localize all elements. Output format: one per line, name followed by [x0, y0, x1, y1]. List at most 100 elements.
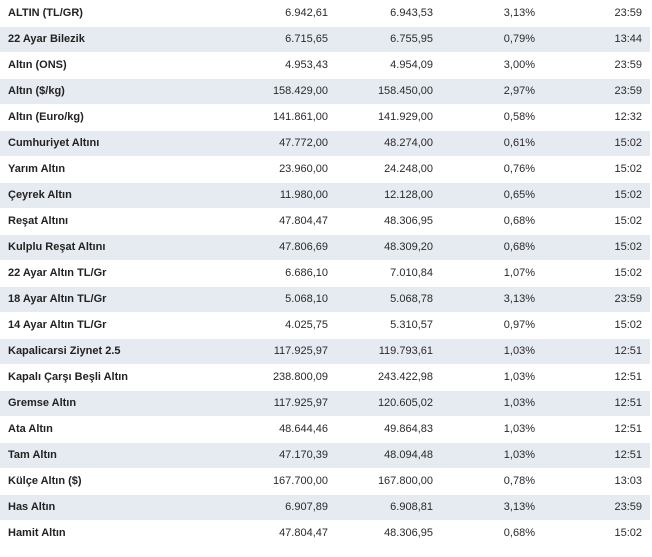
buy-price: 47.806,69 — [190, 234, 336, 261]
table-row[interactable]: 22 Ayar Altın TL/Gr 6.686,10 7.010,84 1,07%… — [0, 260, 650, 287]
sell-price: 48.306,95 — [336, 520, 441, 547]
buy-price: 5.068,10 — [190, 286, 336, 313]
gold-type-name: Tam Altın — [0, 442, 190, 469]
gold-type-name: ALTIN (TL/GR) — [0, 0, 190, 27]
update-time: 23:59 — [543, 286, 650, 313]
update-time: 15:02 — [543, 312, 650, 339]
table-row[interactable]: Hamit Altın 47.804,47 48.306,95 0,68% 15:02 — [0, 520, 650, 547]
change-percent: 2,97% — [441, 78, 543, 105]
table-row[interactable]: Reşat Altını 47.804,47 48.306,95 0,68% 15:02 — [0, 208, 650, 235]
sell-price: 24.248,00 — [336, 156, 441, 183]
table-row[interactable]: Yarım Altın 23.960,00 24.248,00 0,76% 15:02 — [0, 156, 650, 183]
sell-price: 12.128,00 — [336, 182, 441, 209]
buy-price: 47.804,47 — [190, 520, 336, 547]
update-time: 12:51 — [543, 338, 650, 365]
gold-type-name: Ata Altın — [0, 416, 190, 443]
table-row[interactable]: Has Altın 6.907,89 6.908,81 3,13% 23:59 — [0, 494, 650, 521]
gold-type-name: Altın (ONS) — [0, 52, 190, 79]
gold-type-name: Hamit Altın — [0, 520, 190, 547]
sell-price: 141.929,00 — [336, 104, 441, 131]
sell-price: 243.422,98 — [336, 364, 441, 391]
update-time: 15:02 — [543, 260, 650, 287]
buy-price: 47.804,47 — [190, 208, 336, 235]
sell-price: 49.864,83 — [336, 416, 441, 443]
table-row[interactable]: Kapalı Çarşı Beşli Altın 238.800,09 243.42… — [0, 364, 650, 391]
change-percent: 1,03% — [441, 364, 543, 391]
sell-price: 158.450,00 — [336, 78, 441, 105]
table-row[interactable]: 14 Ayar Altın TL/Gr 4.025,75 5.310,57 0,97%… — [0, 312, 650, 339]
table-row[interactable]: Gremse Altın 117.925,97 120.605,02 1,03% 12:… — [0, 390, 650, 417]
update-time: 12:51 — [543, 416, 650, 443]
sell-price: 48.309,20 — [336, 234, 441, 261]
change-percent: 0,78% — [441, 468, 543, 495]
table-row[interactable]: Çeyrek Altın 11.980,00 12.128,00 0,65% 15:02 — [0, 182, 650, 209]
gold-type-name: Has Altın — [0, 494, 190, 521]
buy-price: 4.025,75 — [190, 312, 336, 339]
table-row[interactable]: Ata Altın 48.644,46 49.864,83 1,03% 12:51 — [0, 416, 650, 443]
update-time: 12:51 — [543, 364, 650, 391]
update-time: 15:02 — [543, 520, 650, 547]
sell-price: 6.908,81 — [336, 494, 441, 521]
gold-type-name: Cumhuriyet Altını — [0, 130, 190, 157]
table-row[interactable]: ALTIN (TL/GR) 6.942,61 6.943,53 3,13% 23:59 — [0, 0, 650, 27]
buy-price: 167.700,00 — [190, 468, 336, 495]
table-row[interactable]: Kulplu Reşat Altını 47.806,69 48.309,20 0,6… — [0, 234, 650, 261]
gold-type-name: Altın ($/kg) — [0, 78, 190, 105]
table-row[interactable]: 22 Ayar Bilezik 6.715,65 6.755,95 0,79% 13:4… — [0, 26, 650, 53]
table-row[interactable]: Tam Altın 47.170,39 48.094,48 1,03% 12:51 — [0, 442, 650, 469]
change-percent: 0,68% — [441, 208, 543, 235]
update-time: 13:44 — [543, 26, 650, 53]
buy-price: 6.942,61 — [190, 0, 336, 27]
sell-price: 4.954,09 — [336, 52, 441, 79]
buy-price: 141.861,00 — [190, 104, 336, 131]
change-percent: 1,03% — [441, 416, 543, 443]
change-percent: 0,97% — [441, 312, 543, 339]
table-row[interactable]: Altın (ONS) 4.953,43 4.954,09 3,00% 23:59 — [0, 52, 650, 79]
gold-price-table: ALTIN (TL/GR) 6.942,61 6.943,53 3,13% 23:59 2… — [0, 0, 650, 547]
update-time: 15:02 — [543, 130, 650, 157]
change-percent: 3,13% — [441, 0, 543, 27]
change-percent: 0,65% — [441, 182, 543, 209]
update-time: 15:02 — [543, 156, 650, 183]
update-time: 23:59 — [543, 494, 650, 521]
update-time: 23:59 — [543, 78, 650, 105]
table-row[interactable]: Altın ($/kg) 158.429,00 158.450,00 2,97% 23:… — [0, 78, 650, 105]
gold-type-name: Reşat Altını — [0, 208, 190, 235]
change-percent: 1,03% — [441, 442, 543, 469]
table-row[interactable]: Cumhuriyet Altını 47.772,00 48.274,00 0,61%… — [0, 130, 650, 157]
sell-price: 167.800,00 — [336, 468, 441, 495]
update-time: 12:51 — [543, 442, 650, 469]
buy-price: 11.980,00 — [190, 182, 336, 209]
sell-price: 48.274,00 — [336, 130, 441, 157]
buy-price: 6.715,65 — [190, 26, 336, 53]
update-time: 12:32 — [543, 104, 650, 131]
update-time: 15:02 — [543, 234, 650, 261]
gold-type-name: Külçe Altın ($) — [0, 468, 190, 495]
update-time: 23:59 — [543, 52, 650, 79]
gold-type-name: 14 Ayar Altın TL/Gr — [0, 312, 190, 339]
change-percent: 0,68% — [441, 520, 543, 547]
change-percent: 1,03% — [441, 390, 543, 417]
change-percent: 3,13% — [441, 286, 543, 313]
table-row[interactable]: Altın (Euro/kg) 141.861,00 141.929,00 0,58%… — [0, 104, 650, 131]
buy-price: 4.953,43 — [190, 52, 336, 79]
change-percent: 0,68% — [441, 234, 543, 261]
change-percent: 3,13% — [441, 494, 543, 521]
table-row[interactable]: 18 Ayar Altın TL/Gr 5.068,10 5.068,78 3,13%… — [0, 286, 650, 313]
buy-price: 238.800,09 — [190, 364, 336, 391]
change-percent: 0,61% — [441, 130, 543, 157]
table-row[interactable]: Kapalicarsi Ziynet 2.5 117.925,97 119.793,… — [0, 338, 650, 365]
sell-price: 7.010,84 — [336, 260, 441, 287]
buy-price: 47.772,00 — [190, 130, 336, 157]
gold-type-name: Kulplu Reşat Altını — [0, 234, 190, 261]
change-percent: 1,07% — [441, 260, 543, 287]
gold-type-name: Gremse Altın — [0, 390, 190, 417]
sell-price: 6.755,95 — [336, 26, 441, 53]
gold-type-name: Kapalı Çarşı Beşli Altın — [0, 364, 190, 391]
sell-price: 5.310,57 — [336, 312, 441, 339]
change-percent: 0,79% — [441, 26, 543, 53]
gold-type-name: Yarım Altın — [0, 156, 190, 183]
change-percent: 1,03% — [441, 338, 543, 365]
table-row[interactable]: Külçe Altın ($) 167.700,00 167.800,00 0,78%… — [0, 468, 650, 495]
update-time: 12:51 — [543, 390, 650, 417]
